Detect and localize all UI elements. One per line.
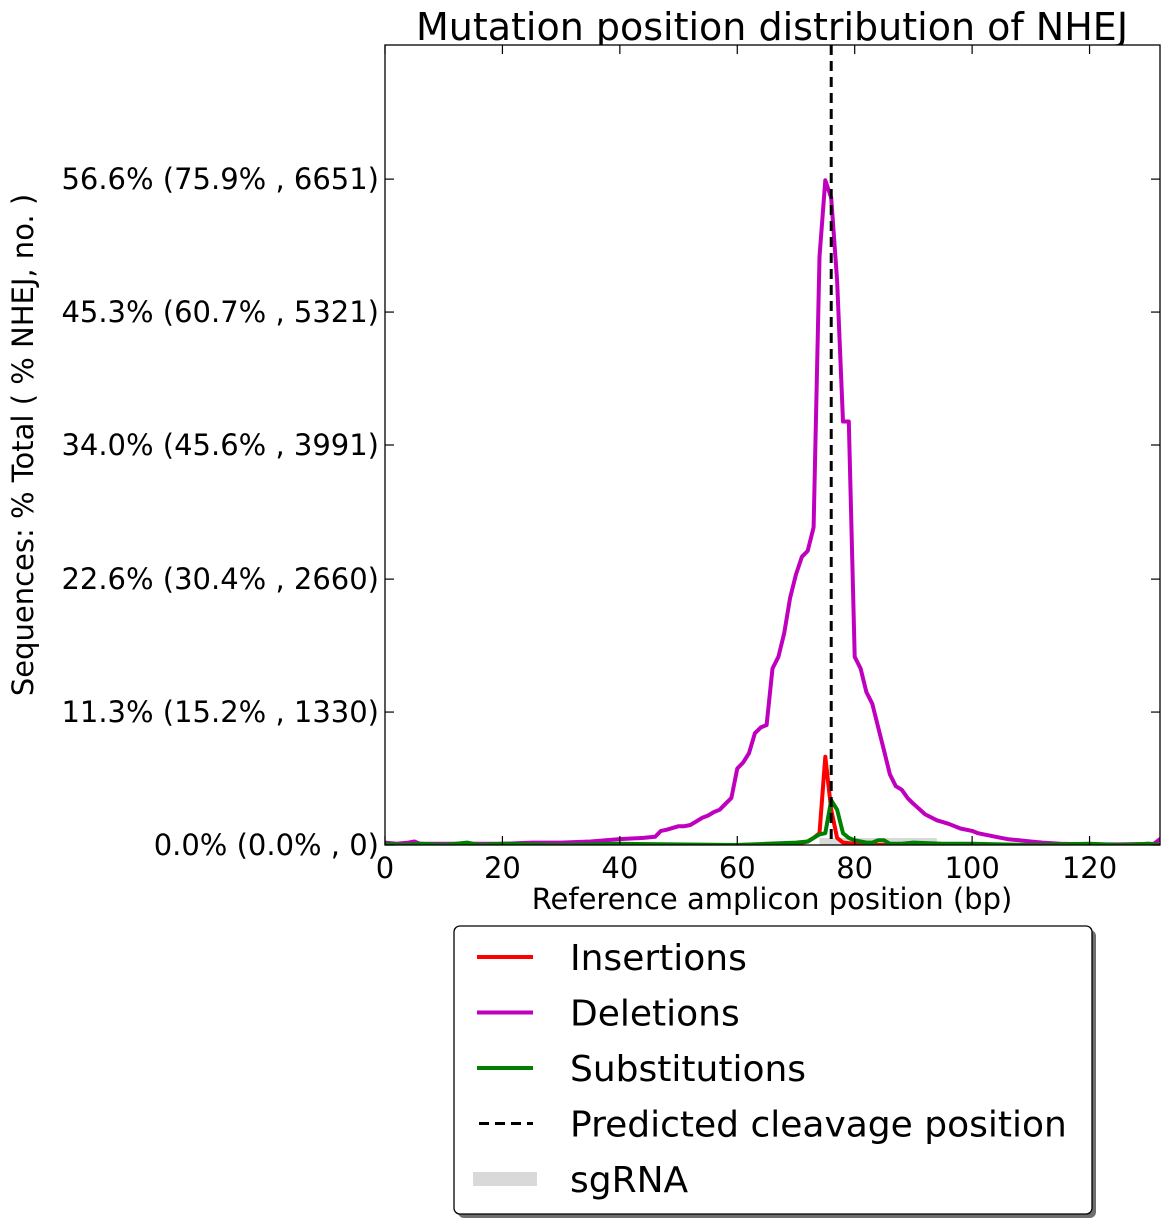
series-line-substitutions <box>385 798 1160 845</box>
y-axis-label: Sequences: % Total ( % NHEJ, no. ) <box>6 194 40 696</box>
legend-box <box>453 925 1093 1215</box>
chart-title: Mutation position distribution of NHEJ <box>416 5 1128 49</box>
y-tick-label: 22.6% (30.4% , 2660) <box>61 562 379 596</box>
legend-entry: Predicted cleavage position <box>479 1105 1067 1146</box>
legend-entry: sgRNA <box>473 1160 689 1201</box>
series-line-deletions <box>385 178 1160 845</box>
legend-entry: Insertions <box>477 938 747 979</box>
x-tick-label: 0 <box>376 851 394 885</box>
legend-label: Deletions <box>570 994 740 1035</box>
y-tick-label: 11.3% (15.2% , 1330) <box>61 695 379 729</box>
x-tick-label: 100 <box>944 851 999 885</box>
legend-entry: Deletions <box>477 994 740 1035</box>
x-tick-label: 20 <box>484 851 521 885</box>
y-tick-label: 0.0% (0.0% , 0) <box>154 828 379 862</box>
legend-label: Insertions <box>570 938 747 979</box>
y-tick-label: 34.0% (45.6% , 3991) <box>61 428 379 462</box>
legend-label: sgRNA <box>570 1160 689 1201</box>
y-tick-label: 45.3% (60.7% , 5321) <box>61 295 379 329</box>
legend-entry: Substitutions <box>477 1049 806 1090</box>
legend: Insertions Deletions Substitutions Predicte… <box>453 925 1096 1218</box>
y-tick-label: 56.6% (75.9% , 6651) <box>61 162 379 196</box>
x-tick-label: 80 <box>836 851 873 885</box>
y-axis: 0.0% (0.0% , 0) 11.3% (15.2% , 1330) 22.6%… <box>61 162 1160 862</box>
plot-background <box>385 45 1160 845</box>
plot-area <box>384 44 1161 846</box>
x-tick-label: 120 <box>1062 851 1117 885</box>
x-axis-label: Reference amplicon position (bp) <box>532 882 1013 916</box>
x-axis: 0 20 40 60 80 100 120 <box>376 45 1117 885</box>
legend-label: Predicted cleavage position <box>570 1105 1067 1146</box>
x-tick-label: 40 <box>601 851 638 885</box>
x-tick-label: 60 <box>719 851 756 885</box>
legend-label: Substitutions <box>570 1049 806 1090</box>
